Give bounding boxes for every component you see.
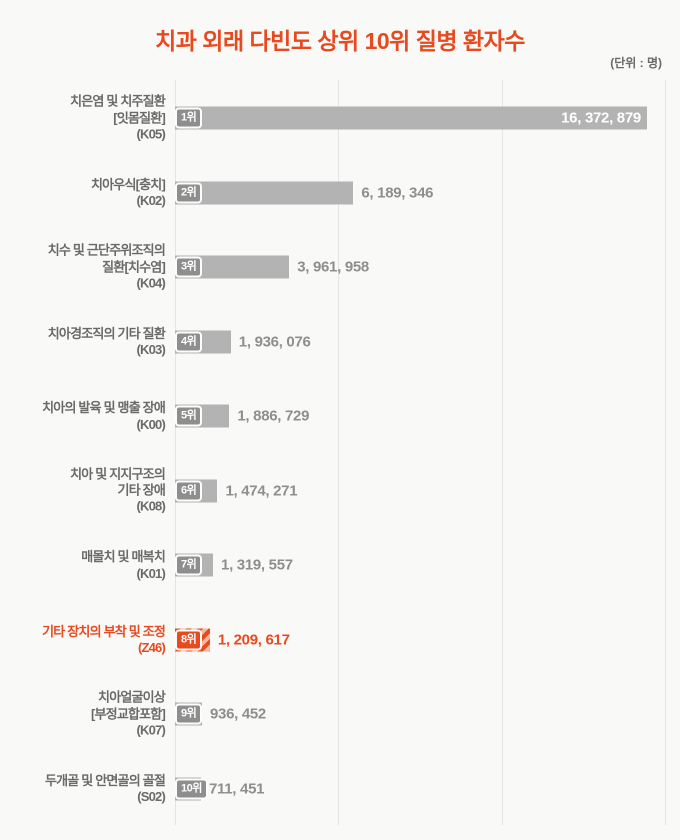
rank-badge: 6위 bbox=[177, 482, 200, 499]
table-row: 치아의 발육 및 맹출 장애(K00) 5위 1, 886, 729 bbox=[0, 379, 680, 454]
table-row: 치아경조직의 기타 질환(K03) 4위 1, 936, 076 bbox=[0, 305, 680, 380]
row-label: 치아 및 지지구조의기타 장애(K08) bbox=[0, 466, 165, 515]
table-row: 기타 장치의 부착 및 조정(Z46) 8위 1, 209, 617 bbox=[0, 603, 680, 678]
bar-chart: 치과 외래 다빈도 상위 10위 질병 환자수 (단위 : 명) 치은염 및 치… bbox=[0, 0, 680, 840]
value-label: 936, 452 bbox=[210, 706, 266, 723]
value-label: 1, 886, 729 bbox=[237, 408, 309, 425]
rank-badge: 10위 bbox=[177, 780, 206, 797]
row-label: 치아경조직의 기타 질환(K03) bbox=[0, 326, 165, 359]
row-label: 치수 및 근단주위조직의질환[치수염](K04) bbox=[0, 243, 165, 292]
value-label: 3, 961, 958 bbox=[297, 259, 369, 276]
value-label: 1, 474, 271 bbox=[225, 482, 297, 499]
row-label: 두개골 및 안면골의 골절(S02) bbox=[0, 773, 165, 806]
value-label: 16, 372, 879 bbox=[561, 110, 641, 127]
rank-badge: 9위 bbox=[177, 706, 200, 723]
value-label: 1, 936, 076 bbox=[239, 333, 311, 350]
row-label: 치은염 및 치주질환[잇몸질환](K05) bbox=[0, 94, 165, 143]
row-label: 치아의 발육 및 맹출 장애(K00) bbox=[0, 400, 165, 433]
table-row: 치수 및 근단주위조직의질환[치수염](K04) 3위 3, 961, 958 bbox=[0, 230, 680, 305]
chart-title: 치과 외래 다빈도 상위 10위 질병 환자수 bbox=[0, 22, 680, 56]
unit-label: (단위 : 명) bbox=[610, 54, 662, 71]
rank-badge: 7위 bbox=[177, 557, 200, 574]
rank-badge: 1위 bbox=[177, 110, 200, 127]
rank-badge: 8위 bbox=[177, 631, 200, 648]
row-label: 기타 장치의 부착 및 조정(Z46) bbox=[0, 624, 165, 657]
bar bbox=[175, 181, 353, 204]
row-label: 치아얼굴이상[부정교합포함](K07) bbox=[0, 690, 165, 739]
table-row: 치아얼굴이상[부정교합포함](K07) 9위 936, 452 bbox=[0, 677, 680, 752]
table-row: 치아 및 지지구조의기타 장애(K08) 6위 1, 474, 271 bbox=[0, 454, 680, 529]
row-label: 매몰치 및 매복치(K01) bbox=[0, 549, 165, 582]
rank-badge: 4위 bbox=[177, 333, 200, 350]
table-row: 치아우식[충치](K02) 2위 6, 189, 346 bbox=[0, 156, 680, 231]
value-label: 6, 189, 346 bbox=[361, 184, 433, 201]
rank-badge: 5위 bbox=[177, 408, 200, 425]
rank-badge: 3위 bbox=[177, 259, 200, 276]
value-label: 1, 209, 617 bbox=[218, 631, 290, 648]
value-label: 711, 451 bbox=[209, 780, 264, 797]
table-row: 치은염 및 치주질환[잇몸질환](K05) 1위 16, 372, 879 bbox=[0, 81, 680, 156]
row-label: 치아우식[충치](K02) bbox=[0, 177, 165, 210]
table-row: 두개골 및 안면골의 골절(S02) 10위711, 451 bbox=[0, 752, 680, 827]
value-label: 1, 319, 557 bbox=[221, 557, 293, 574]
table-row: 매몰치 및 매복치(K01) 7위 1, 319, 557 bbox=[0, 528, 680, 603]
rank-badge: 2위 bbox=[177, 184, 200, 201]
